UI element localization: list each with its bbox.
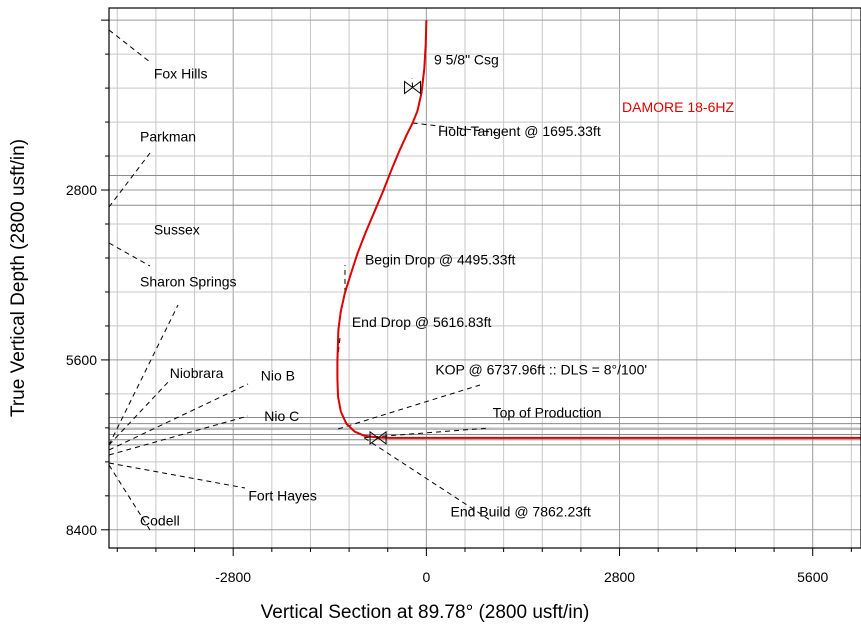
casing-marker-production [377,430,387,445]
formation-top-label: Nio C [264,408,299,424]
formation-leader [108,379,171,446]
formation-leader [108,304,179,446]
formation-top-label: Sharon Springs [140,273,237,289]
y-tick-label: 2800 [66,182,97,198]
casing-markers [369,80,422,445]
formation-lines [108,29,861,531]
annotation-leader [337,384,481,430]
formation-leader [108,242,151,267]
x-tick-label: -2800 [215,569,251,585]
annotation-label: Top of Production [493,405,602,421]
grid-lines [109,8,861,548]
x-tick-label: 2800 [604,569,635,585]
annotation-label: Hold Tangent @ 1695.33ft [438,123,601,139]
formation-top-label: Sussex [154,221,200,237]
formation-leader [108,464,151,531]
x-axis-title: Vertical Section at 89.78° (2800 usft/in… [261,602,590,623]
casing-marker-9-5-8 [404,80,414,95]
formation-top-label: Niobrara [170,365,224,381]
x-tick-label: 0 [422,569,430,585]
formation-top-label: Fort Hayes [248,488,316,504]
formation-top-label: Fox Hills [154,65,208,81]
casing-marker-9-5-8 [411,80,422,95]
well-path-line [336,20,861,439]
axes: -2800 0 2800 5600 2800 5600 8400 [66,19,852,585]
annotation-labels: 9 5/8" Csg Hold Tangent @ 1695.33ft Begin … [352,51,647,519]
y-tick-label: 5600 [66,352,97,368]
annotation-label: Begin Drop @ 4495.33ft [365,252,516,268]
annotation-leader [412,122,501,134]
well-name-label: DAMORE 18-6HZ [622,99,734,115]
casing-marker-production [369,430,379,445]
y-tick-label: 8400 [66,522,97,538]
y-axis-title: True Vertical Depth (2800 usft/in) [8,139,29,417]
annotation-leader [364,427,491,439]
annotation-label: End Drop @ 5616.83ft [352,314,492,330]
plot-frame [108,7,861,549]
annotation-label: KOP @ 6737.96ft :: DLS = 8°/100' [435,361,647,377]
formation-top-label: Codell [140,513,180,529]
formation-top-label: Nio B [261,368,295,384]
annotation-leader [363,437,491,521]
formation-top-labels: Fox Hills Parkman Sussex Sharon Springs Niob… [140,65,317,528]
annotation-label: End Build @ 7862.23ft [451,503,591,519]
annotation-leader [411,77,414,88]
formation-leader [108,152,151,208]
annotation-label: 9 5/8" Csg [434,51,499,67]
formation-top-label: Parkman [140,128,196,144]
formation-leader [108,415,249,456]
formation-leader [108,383,249,451]
x-tick-label: 5600 [797,569,828,585]
